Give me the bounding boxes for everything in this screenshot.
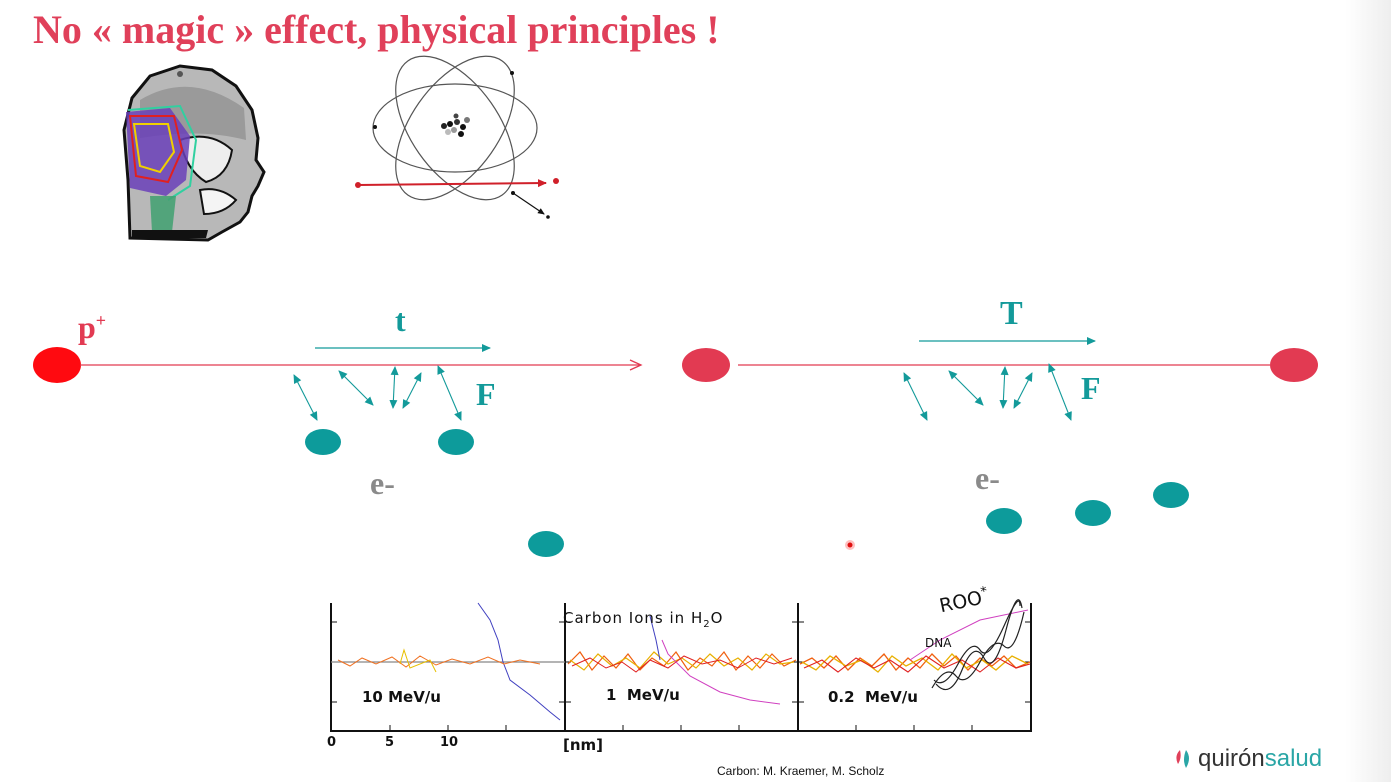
electron	[986, 508, 1022, 534]
dna-helix	[931, 599, 1025, 691]
force-label-left: F	[476, 376, 496, 412]
slide-title: No « magic » effect, physical principles…	[33, 7, 720, 52]
electron	[438, 429, 474, 455]
proton-symbol: p	[78, 309, 96, 345]
head-ct-image	[122, 64, 266, 242]
ion-particle	[1270, 348, 1318, 382]
energy-label-1: 1 MeV/u	[606, 686, 680, 704]
image-credit: Carbon: M. Kraemer, M. Scholz	[717, 764, 885, 778]
right-beam-diagram	[682, 337, 1318, 534]
laser-pointer-dot	[845, 540, 855, 550]
energy-label-02: 0.2 MeV/u	[828, 688, 918, 706]
proton-charge: +	[95, 310, 107, 331]
logo-text-part2: salud	[1264, 745, 1323, 772]
atom-illustration	[355, 55, 559, 219]
logo-text-part1: quirón	[1198, 745, 1265, 772]
heading-text: Carbon Ions in H	[563, 609, 704, 627]
track-structure-figure	[330, 599, 1032, 732]
track-figure-heading: Carbon Ions in H2O	[563, 609, 723, 630]
slide-edge-shade	[1345, 0, 1391, 782]
logo-leaf-icon	[1176, 750, 1189, 768]
x-unit-label: [nm]	[563, 736, 604, 754]
electron	[1153, 482, 1189, 508]
electron-label-left: e-	[370, 465, 395, 501]
electron	[1075, 500, 1111, 526]
quironsalud-logo: quirónsalud	[1172, 744, 1322, 774]
electron	[305, 429, 341, 455]
x-tick-0: 0	[327, 735, 337, 750]
x-tick-10: 10	[440, 735, 459, 750]
electron-label-right: e-	[975, 460, 1000, 496]
proton-particle	[33, 347, 81, 383]
left-beam-diagram	[33, 344, 643, 557]
energy-label-10: 10 MeV/u	[362, 688, 441, 706]
electron	[528, 531, 564, 557]
time-label-left: t	[395, 302, 406, 338]
time-label-right: T	[1000, 295, 1023, 332]
ion-particle	[682, 348, 730, 382]
proton-label: p+	[78, 309, 106, 346]
heading-tail: O	[710, 609, 724, 627]
dna-annotation: DNA	[925, 636, 952, 650]
x-tick-5: 5	[385, 735, 395, 750]
force-label-right: F	[1081, 370, 1101, 406]
heading-subscript: 2	[703, 619, 711, 630]
